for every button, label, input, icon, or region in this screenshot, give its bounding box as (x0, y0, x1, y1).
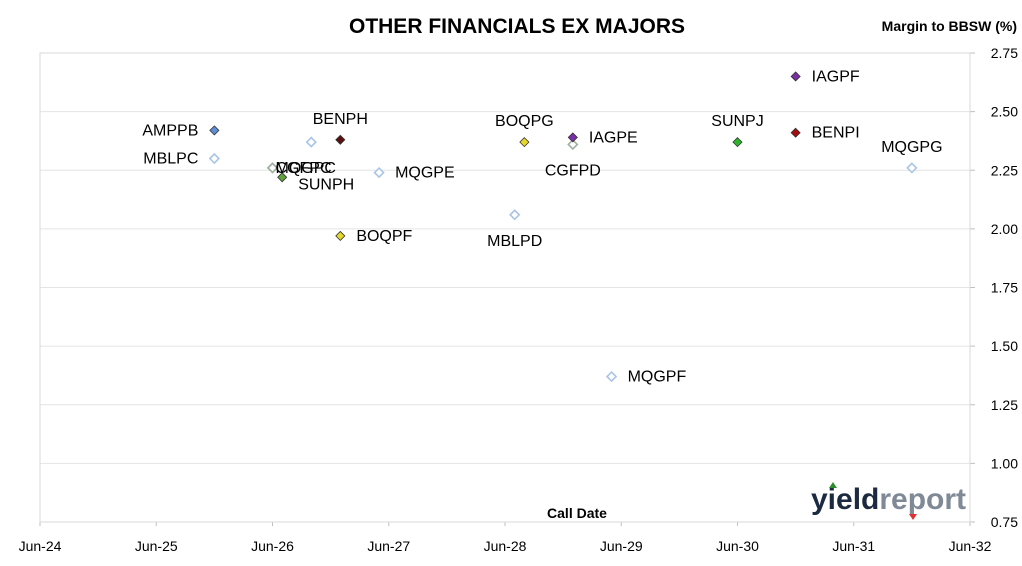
svg-text:yieldreport: yieldreport (811, 483, 966, 516)
y-tick-label: 1.00 (991, 455, 1018, 471)
data-point-mblpd (509, 209, 521, 221)
point-label: BENPI (812, 125, 860, 142)
y-tick-label: 2.00 (991, 221, 1018, 237)
x-tick-label: Jun-27 (367, 538, 410, 554)
logo-text-yield: yield (811, 483, 879, 516)
data-point-unlabeled (305, 136, 317, 148)
data-point-boqpg (519, 137, 530, 148)
y-tick-label: 1.50 (991, 338, 1018, 354)
data-point-cgfpd (567, 138, 579, 151)
point-label: MBLPD (487, 233, 542, 250)
y-tick-label: 1.75 (991, 280, 1018, 296)
y-tick-label: 2.75 (991, 45, 1018, 61)
y-tick-label: 0.75 (991, 514, 1018, 530)
x-tick-label: Jun-26 (251, 538, 294, 554)
x-tick-label: Jun-31 (832, 538, 875, 554)
data-point-mblpc (208, 152, 221, 165)
point-label: MQGPF (628, 369, 687, 386)
data-point-mqgpg (906, 162, 918, 174)
point-label: MBLPC (143, 151, 198, 168)
data-points (208, 71, 918, 383)
x-tick-label: Jun-24 (19, 538, 62, 554)
plot-frame (39, 52, 971, 523)
point-label: BOQPG (495, 113, 554, 130)
x-tick-label: Jun-32 (949, 538, 992, 554)
point-label: SUNPH (298, 176, 354, 193)
point-label: CGFPD (545, 162, 601, 179)
logo-arrow-up-icon (829, 482, 837, 488)
x-tick-label: Jun-30 (716, 538, 759, 554)
point-label: MQGPC (276, 160, 336, 177)
logo-arrow-down-icon (909, 514, 917, 520)
x-tick-label: Jun-29 (600, 538, 643, 554)
logo-text-report: report (879, 483, 966, 516)
x-tick-label: Jun-25 (135, 538, 178, 554)
point-label: IAGPF (812, 68, 860, 85)
data-point-sunph (277, 172, 288, 183)
x-tick-labels: Jun-24 Jun-25 Jun-26 Jun-27 Jun-28 Jun-29 Jun-… (19, 538, 992, 554)
y-tick-labels: 0.75 1.00 1.25 1.50 1.75 2.00 2.25 2.50 2.75 (991, 45, 1018, 530)
point-label: BOQPF (356, 228, 412, 245)
yieldreport-logo: yieldreport (811, 482, 966, 520)
data-point-iagpf (790, 71, 801, 82)
data-point-mqgpf (605, 370, 618, 383)
point-label: BENPH (313, 111, 368, 128)
x-axis-label: Call Date (547, 505, 607, 521)
data-point-mqgpe (373, 166, 385, 179)
point-label: SUNPJ (711, 113, 763, 130)
y-tick-label: 2.25 (991, 162, 1018, 178)
point-label: IAGPE (589, 129, 638, 146)
data-point-benph (335, 134, 346, 145)
data-point-cgfpc (266, 162, 279, 174)
data-point-iagpe (567, 132, 578, 143)
data-point-benpi (790, 127, 801, 138)
point-label: MQGPE (395, 165, 455, 182)
x-tick-label: Jun-28 (484, 538, 527, 554)
data-point-sunpj (732, 137, 743, 148)
point-label: AMPPB (142, 122, 198, 139)
data-point-amppb (209, 125, 220, 136)
y-axis-label: Margin to BBSW (%) (882, 18, 1017, 34)
y-tick-label: 1.25 (991, 397, 1018, 413)
point-label: MQGPG (881, 139, 942, 156)
point-label: CGFPC (276, 160, 332, 177)
chart-title: OTHER FINANCIALS EX MAJORS (349, 15, 685, 38)
data-point-boqpf (335, 230, 346, 241)
y-tick-label: 2.50 (991, 104, 1018, 120)
